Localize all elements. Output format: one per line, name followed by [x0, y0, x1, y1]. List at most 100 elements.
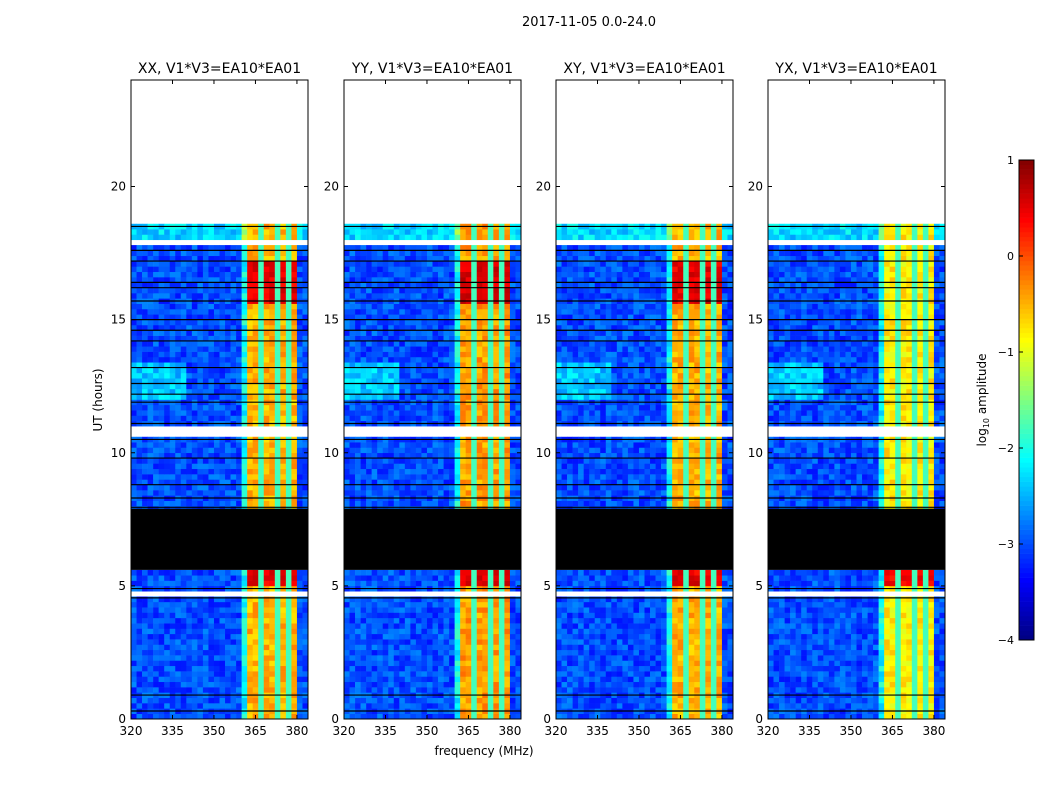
heatmap-cell	[449, 703, 455, 709]
heatmap-cell	[236, 272, 242, 278]
heatmap-cell	[488, 703, 494, 709]
heatmap-cell	[493, 634, 499, 640]
heatmap-cell	[247, 352, 253, 358]
heatmap-cell	[148, 634, 154, 640]
heatmap-cell	[181, 581, 187, 587]
heatmap-cell	[372, 320, 378, 326]
heatmap-cell	[416, 442, 422, 448]
heatmap-cell	[471, 309, 477, 315]
heatmap-cell	[449, 634, 455, 640]
heatmap-cell	[449, 394, 455, 400]
heatmap-cell	[372, 266, 378, 272]
heatmap-cell	[444, 613, 450, 619]
heatmap-cell	[344, 346, 350, 352]
heatmap-cell	[372, 346, 378, 352]
heatmap-cell	[410, 394, 416, 400]
heatmap-cell	[247, 341, 253, 347]
heatmap-cell	[231, 250, 237, 256]
heatmap-cell	[203, 639, 209, 645]
heatmap-cell	[236, 634, 242, 640]
heatmap-cell	[269, 714, 275, 720]
heatmap-cell	[377, 671, 383, 677]
heatmap-cell	[247, 394, 253, 400]
heatmap-cell	[159, 703, 165, 709]
heatmap-cell	[231, 575, 237, 581]
heatmap-cell	[488, 330, 494, 336]
heatmap-cell	[377, 613, 383, 619]
heatmap-cell	[410, 650, 416, 656]
heatmap-cell	[350, 458, 356, 464]
heatmap-cell	[203, 628, 209, 634]
heatmap-cell	[153, 485, 159, 491]
heatmap-cell	[164, 628, 170, 634]
heatmap-cell	[153, 650, 159, 656]
heatmap-cell	[131, 304, 137, 310]
heatmap-cell	[471, 357, 477, 363]
heatmap-cell	[372, 618, 378, 624]
heatmap-cell	[383, 703, 389, 709]
heatmap-cell	[131, 628, 137, 634]
heatmap-cell	[350, 309, 356, 315]
heatmap-cell	[416, 687, 422, 693]
heatmap-cell	[350, 368, 356, 374]
heatmap-cell	[131, 447, 137, 453]
heatmap-cell	[291, 341, 297, 347]
heatmap-cell	[181, 602, 187, 608]
heatmap-cell	[302, 250, 308, 256]
heatmap-cell	[242, 660, 248, 666]
heatmap-cell	[421, 687, 427, 693]
heatmap-cell	[225, 447, 231, 453]
heatmap-cell	[264, 618, 270, 624]
heatmap-cell	[427, 581, 433, 587]
heatmap-cell	[510, 644, 516, 650]
heatmap-cell	[427, 410, 433, 416]
heatmap-cell	[153, 229, 159, 235]
heatmap-cell	[460, 639, 466, 645]
heatmap-cell	[471, 714, 477, 720]
heatmap-cell	[488, 447, 494, 453]
heatmap-cell	[433, 660, 439, 666]
heatmap-cell	[225, 485, 231, 491]
heatmap-cell	[197, 469, 203, 475]
heatmap-cell	[164, 384, 170, 390]
heatmap-cell	[399, 613, 405, 619]
heatmap-cell	[355, 666, 361, 672]
heatmap-cell	[410, 698, 416, 704]
heatmap-cell	[175, 634, 181, 640]
heatmap-cell	[153, 410, 159, 416]
heatmap-cell	[366, 288, 372, 294]
heatmap-cell	[466, 384, 472, 390]
heatmap-cell	[280, 623, 286, 629]
heatmap-cell	[482, 485, 488, 491]
heatmap-cell	[231, 463, 237, 469]
heatmap-cell	[131, 634, 137, 640]
heatmap-cell	[164, 415, 170, 421]
heatmap-cell	[515, 330, 521, 336]
heatmap-cell	[153, 575, 159, 581]
heatmap-cell	[231, 570, 237, 576]
heatmap-cell	[242, 666, 248, 672]
heatmap-cell	[350, 394, 356, 400]
heatmap-cell	[449, 410, 455, 416]
heatmap-cell	[181, 698, 187, 704]
heatmap-cell	[164, 501, 170, 507]
heatmap-cell	[444, 330, 450, 336]
heatmap-cell	[377, 357, 383, 363]
heatmap-cell	[297, 384, 303, 390]
heatmap-cell	[225, 309, 231, 315]
heatmap-cell	[488, 644, 494, 650]
heatmap-cell	[286, 687, 292, 693]
heatmap-cell	[225, 463, 231, 469]
heatmap-cell	[510, 607, 516, 613]
heatmap-cell	[192, 634, 198, 640]
heatmap-cell	[220, 394, 226, 400]
heatmap-cell	[355, 570, 361, 576]
heatmap-cell	[421, 602, 427, 608]
heatmap-cell	[466, 639, 472, 645]
heatmap-cell	[421, 330, 427, 336]
heatmap-cell	[242, 288, 248, 294]
heatmap-cell	[192, 703, 198, 709]
heatmap-cell	[455, 703, 461, 709]
heatmap-cell	[444, 618, 450, 624]
heatmap-cell	[186, 485, 192, 491]
